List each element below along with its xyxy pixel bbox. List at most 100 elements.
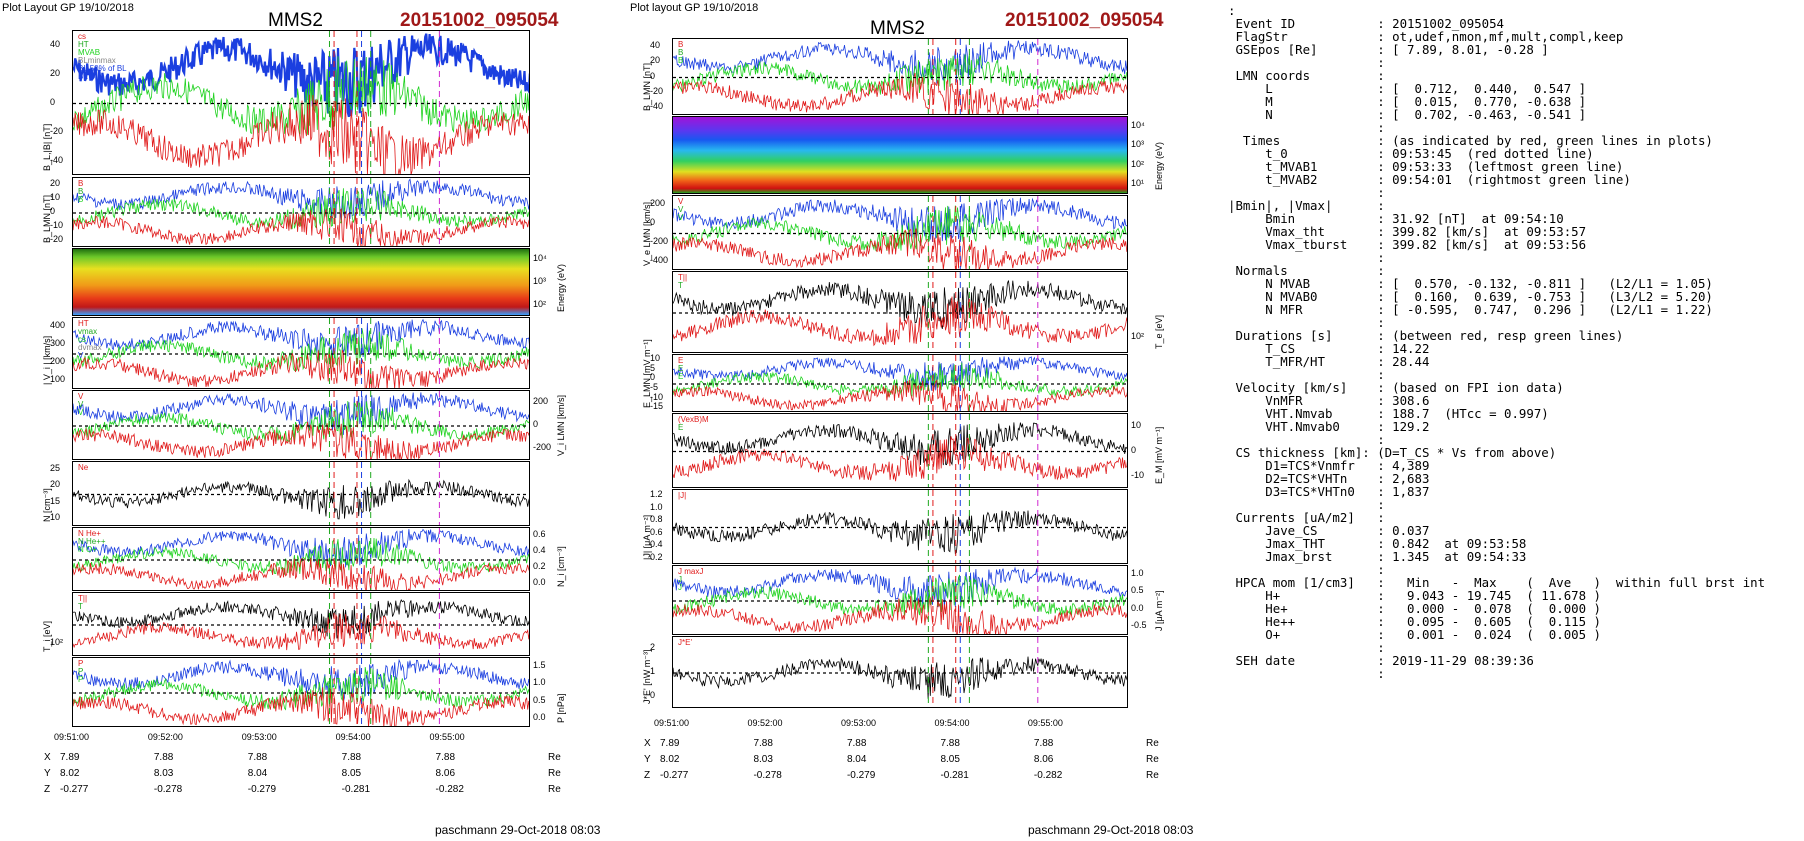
pos-value: 8.04 bbox=[846, 754, 867, 765]
pos-value: -0.281 bbox=[940, 770, 969, 781]
ytick: 20 bbox=[650, 55, 661, 66]
info-line: GSEpos [Re] : [ 7.89, 8.01, -0.28 ] bbox=[1228, 42, 1549, 57]
mid-footer: paschmann 29-Oct-2018 08:03 bbox=[1028, 823, 1194, 837]
trace-vilmn-0 bbox=[73, 392, 529, 435]
pos-unit: Re bbox=[1146, 754, 1159, 765]
pos-value: 8.03 bbox=[153, 768, 174, 779]
ytick: 0.6 bbox=[650, 526, 663, 537]
info-line: Vmax_tburst : 399.82 [km/s] at 09:53:56 bbox=[1228, 237, 1587, 252]
trace-te-0 bbox=[673, 280, 1127, 329]
panel-je-traces bbox=[673, 637, 1127, 707]
time-tick: 09:54:00 bbox=[934, 718, 970, 728]
ytick: 40 bbox=[50, 38, 61, 49]
ytick: 300 bbox=[50, 338, 66, 348]
ytick: 0 bbox=[650, 217, 656, 228]
pos-label-z: Z bbox=[44, 784, 51, 795]
pos-label-y: Y bbox=[44, 768, 51, 779]
time-tick: 09:52:00 bbox=[747, 718, 783, 728]
pos-value: 7.88 bbox=[753, 738, 773, 749]
ytick: -20 bbox=[50, 125, 64, 136]
ytick: 10² bbox=[1131, 158, 1145, 169]
ytick: 0.4 bbox=[650, 539, 663, 550]
info-line: N MVAB0 : [ 0.160, 0.639, -0.753 ] (L3/L… bbox=[1228, 289, 1713, 304]
info-line: : bbox=[1228, 250, 1385, 265]
ylabel-te: T_e [eV] bbox=[1154, 314, 1164, 349]
trace-e-1 bbox=[673, 362, 1127, 398]
pos-value: -0.279 bbox=[846, 770, 876, 781]
info-line: SEH date : 2019-11-29 08:39:36 bbox=[1228, 653, 1534, 668]
pos-value: 7.88 bbox=[341, 752, 362, 763]
ytick: -5 bbox=[650, 381, 659, 392]
ytick: 2 bbox=[650, 642, 656, 652]
ytick: 0 bbox=[50, 206, 56, 216]
ytick: 0 bbox=[650, 70, 656, 81]
panel-vilmn-traces bbox=[73, 391, 529, 459]
trace-ve-2 bbox=[673, 228, 1127, 269]
ytick: 10¹ bbox=[1131, 178, 1145, 189]
info-line: Normals : bbox=[1228, 263, 1385, 278]
info-line: VHT.Nmvab : 188.7 (HTcc = 0.997) bbox=[1228, 406, 1549, 421]
ytick: 0.0 bbox=[1131, 602, 1144, 613]
pos-value: 7.88 bbox=[1033, 738, 1054, 749]
legend-bl: BL bbox=[78, 72, 88, 81]
mid-event-title: 20151002_095054 bbox=[1005, 10, 1164, 31]
info-line: T_CS : 14.22 bbox=[1228, 341, 1430, 356]
ytick: 400 bbox=[50, 320, 66, 330]
ytick: 10² bbox=[1131, 330, 1145, 341]
ytick: 10 bbox=[50, 511, 61, 522]
info-line: D2=TCS*VHTn : 2,683 bbox=[1228, 471, 1430, 486]
ylabel-vilmn: V_i LMN [km/s] bbox=[556, 394, 566, 456]
ytick: 0.6 bbox=[533, 529, 546, 539]
ylabel-p: P [nPa] bbox=[556, 693, 566, 723]
trace-e-0 bbox=[673, 356, 1127, 391]
ytick: -0.5 bbox=[1131, 620, 1147, 631]
panel-em bbox=[672, 413, 1128, 488]
legend-p: P bbox=[78, 675, 84, 684]
panel-jlmn-traces bbox=[673, 566, 1127, 634]
trace-ve-1 bbox=[673, 205, 1127, 252]
info-line: Durations [s] : (between red, resp green… bbox=[1228, 328, 1624, 343]
legend-ti: T|| bbox=[78, 594, 88, 603]
legend-blmn: B bbox=[78, 187, 84, 196]
legend-ti: T bbox=[78, 602, 83, 611]
pos-value: 8.02 bbox=[660, 754, 680, 765]
info-line: : bbox=[1228, 55, 1385, 70]
ytick: 20 bbox=[50, 67, 61, 78]
pos-value: 8.05 bbox=[341, 768, 362, 779]
pos-value: -0.282 bbox=[1033, 770, 1063, 781]
ytick: 40 bbox=[650, 39, 661, 50]
ytick: 1.0 bbox=[533, 677, 546, 688]
pos-value: -0.281 bbox=[341, 784, 371, 795]
ytick: 100 bbox=[50, 374, 66, 384]
pos-value: 7.88 bbox=[247, 752, 268, 763]
legend-jlmn: J bbox=[678, 575, 682, 584]
legend-ni: N O+ bbox=[78, 545, 97, 554]
ytick: 200 bbox=[50, 356, 66, 366]
ytick: -20 bbox=[50, 234, 64, 244]
panel-ti bbox=[72, 592, 530, 656]
ytick: 0 bbox=[533, 419, 539, 429]
ytick: 0.0 bbox=[533, 712, 546, 723]
info-line: : bbox=[1228, 3, 1236, 18]
ytick: 1.5 bbox=[533, 659, 546, 670]
info-line: Times : (as indicated by red, green line… bbox=[1228, 133, 1713, 148]
ytick: -40 bbox=[50, 154, 64, 165]
info-line: Vmax_tht : 399.82 [km/s] at 09:53:57 bbox=[1228, 224, 1587, 239]
ylabel-em: E_M [mV m⁻¹] bbox=[1154, 426, 1164, 484]
trace-p-2 bbox=[73, 687, 529, 726]
panel-vi bbox=[72, 317, 530, 389]
legend-n: Ne bbox=[78, 463, 89, 472]
ytick: 0.5 bbox=[1131, 585, 1144, 596]
ytick: 0.8 bbox=[650, 514, 663, 525]
ytick: 0 bbox=[650, 372, 656, 383]
legend-bl: BL 50% of BL bbox=[78, 64, 127, 73]
ytick: 25 bbox=[50, 463, 61, 474]
info-line: Jmax_brst : 1.345 at 09:54:33 bbox=[1228, 549, 1527, 564]
ytick: 0.0 bbox=[533, 577, 546, 587]
time-tick: 09:51:00 bbox=[654, 718, 690, 728]
trace-ve-0 bbox=[673, 197, 1127, 242]
ytick: -200 bbox=[650, 235, 669, 246]
legend-bl: HT bbox=[78, 40, 89, 49]
info-line: LMN coords : bbox=[1228, 68, 1385, 83]
time-tick: 09:53:00 bbox=[241, 732, 277, 742]
